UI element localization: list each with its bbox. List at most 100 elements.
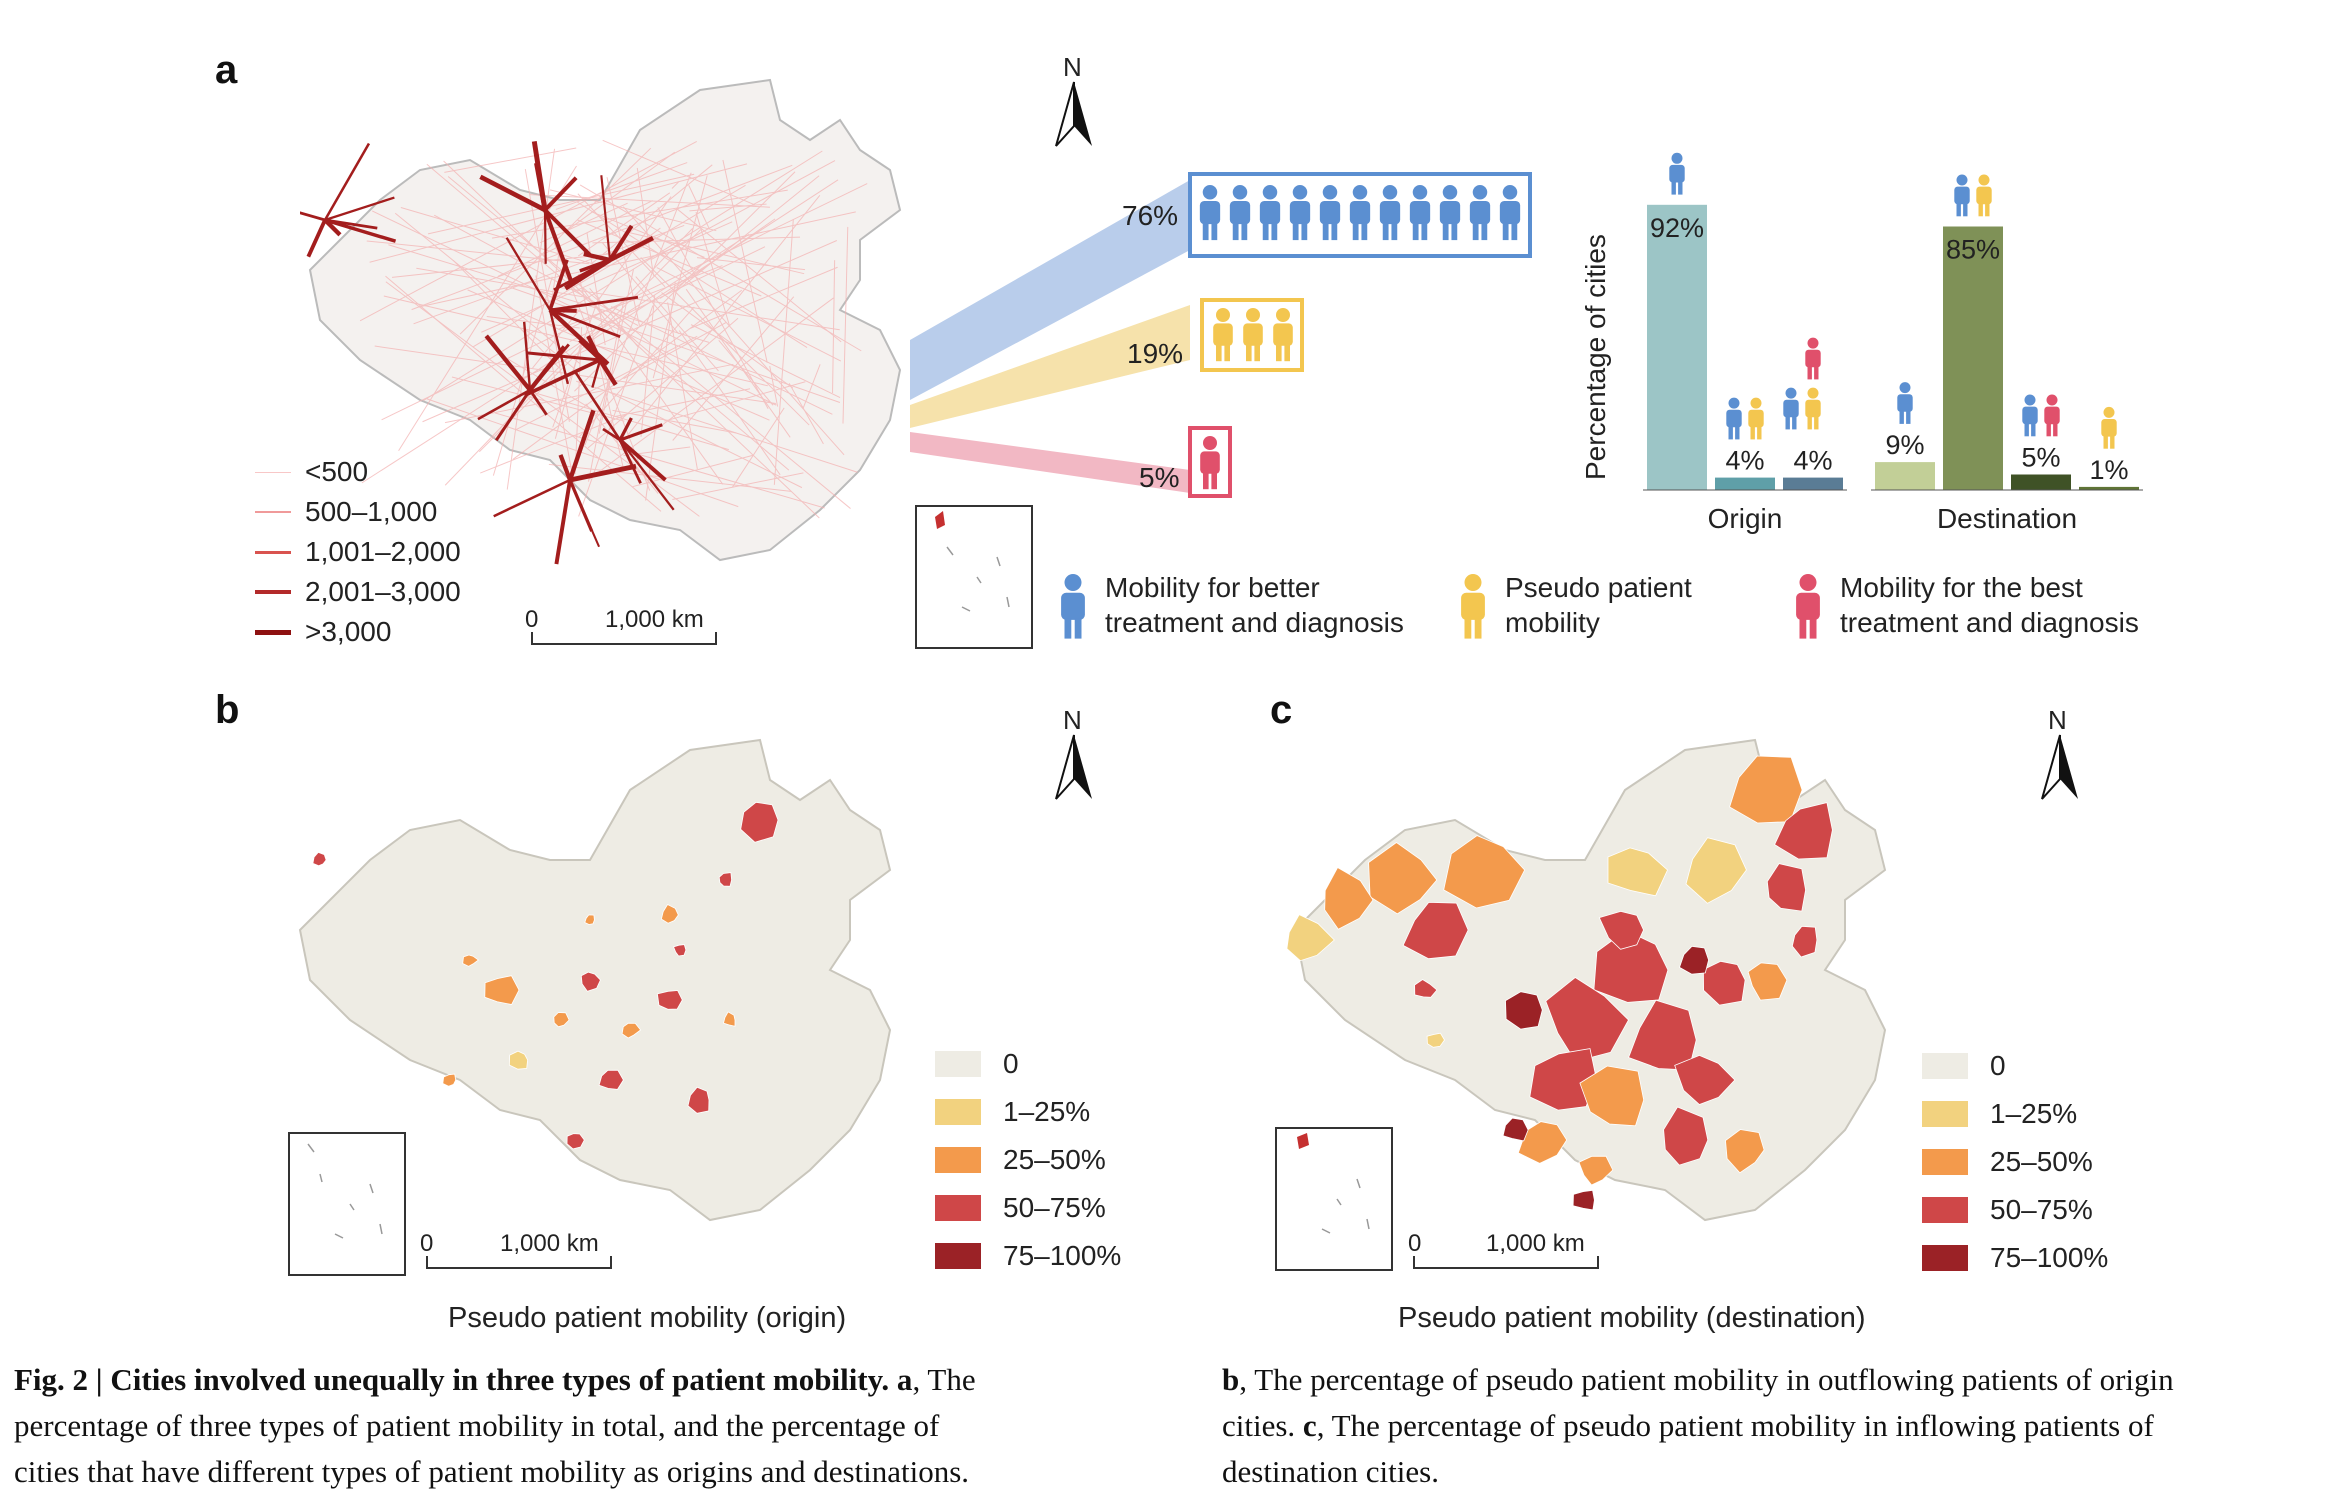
flow-legend-item: >3,000: [255, 612, 461, 652]
scale-zero-c: 0: [1408, 1230, 1422, 1257]
weak-flow-line: [473, 184, 746, 348]
south-china-sea-inset-c: [1275, 1127, 1393, 1271]
flow-legend-item: 500–1,000: [255, 492, 461, 532]
choropleth-legend-swatch: [1922, 1101, 1968, 1127]
bar: [2011, 474, 2071, 490]
north-label-c: N: [2048, 705, 2067, 735]
flow-legend-label: 2,001–3,000: [305, 576, 461, 607]
mini-person-icon: [1783, 387, 1799, 430]
flow-map: [300, 78, 902, 565]
weak-flow-line: [656, 267, 842, 362]
caption-rest1: , The: [912, 1362, 976, 1397]
caption-title: Cities involved unequally in three types…: [110, 1362, 913, 1397]
panel-b-label: b: [215, 688, 240, 732]
city-region: [598, 1069, 624, 1090]
city-region: [1324, 866, 1374, 930]
north-label-a: N: [1063, 52, 1082, 82]
flow-legend-swatch: [255, 590, 291, 594]
weak-flow-line: [667, 302, 698, 470]
choropleth-legend-swatch: [935, 1099, 981, 1125]
flow-legend-swatch: [255, 511, 291, 513]
city-region: [1402, 901, 1469, 960]
flow-legend-label: 500–1,000: [305, 496, 438, 527]
city-region: [1674, 1054, 1736, 1105]
north-arrow-icon: [2041, 734, 2078, 800]
red-person-icon: [1200, 436, 1220, 490]
bar-group-label: Destination: [1937, 503, 2077, 534]
weak-flow-line: [359, 140, 697, 322]
strong-flow-line: [479, 174, 547, 213]
weak-flow-line: [529, 194, 770, 208]
blue-person-icon: [1199, 185, 1221, 241]
strong-flow-line: [543, 176, 578, 212]
weak-flow-line: [427, 173, 695, 235]
red-person-icon: [1796, 574, 1820, 639]
choropleth-legend-item: 75–100%: [935, 1232, 1121, 1280]
city-region: [1679, 945, 1710, 975]
strong-flow-line: [578, 339, 602, 362]
scale-zero-b: 0: [420, 1230, 434, 1257]
bar-group-label: Origin: [1708, 503, 1783, 534]
blue-person-icon: [1409, 185, 1431, 241]
better-people-box: [1188, 172, 1532, 258]
choropleth-legend-item: 25–50%: [935, 1136, 1121, 1184]
strong-flow-line: [569, 463, 637, 483]
weak-flow-line: [614, 388, 751, 418]
weak-flow-line: [773, 219, 794, 485]
weak-flow-line: [675, 207, 842, 343]
weak-flow-line: [426, 163, 790, 471]
weak-flow-line: [640, 295, 656, 437]
weak-flow-line: [433, 214, 639, 327]
weak-flow-line: [426, 398, 739, 508]
blue-person-icon: [1499, 185, 1521, 241]
caption-right-line2a: cities.: [1222, 1408, 1303, 1443]
strong-flow-line: [306, 219, 327, 258]
north-arrow-icon: [1055, 81, 1092, 147]
weak-flow-line: [400, 206, 598, 266]
flow-legend-item: 2,001–3,000: [255, 572, 461, 612]
weak-flow-line: [622, 206, 845, 456]
caption-fig: Fig. 2 |: [14, 1362, 111, 1397]
choropleth-legend-swatch: [1922, 1053, 1968, 1079]
flow-legend-label: <500: [305, 456, 369, 487]
weak-flow-line: [587, 317, 739, 449]
weak-flow-line: [671, 181, 680, 189]
weak-flow-line: [452, 259, 560, 369]
weak-flow-line: [576, 380, 858, 473]
weak-flow-line: [585, 403, 659, 494]
strong-flow-line: [591, 359, 602, 388]
city-region: [740, 801, 779, 843]
strong-flow-line: [564, 257, 612, 291]
city-region: [723, 1011, 736, 1027]
city-region: [1607, 847, 1668, 897]
city-region: [1529, 1048, 1598, 1111]
weak-flow-line: [832, 260, 836, 394]
choropleth-legend-item: 50–75%: [1922, 1186, 2108, 1234]
city-region: [1685, 837, 1747, 904]
choropleth-legend-item: 25–50%: [1922, 1138, 2108, 1186]
scale-label-b: 1,000 km: [500, 1230, 599, 1257]
type-legend-line1: Mobility for the best: [1840, 572, 2083, 603]
weak-flow-line: [802, 364, 821, 410]
choropleth-legend-c: 0 1–25% 25–50% 50–75% 75–100%: [1922, 1042, 2108, 1282]
weak-flow-line: [696, 257, 806, 271]
strong-flow-line: [528, 389, 548, 416]
strong-flow-line: [493, 478, 571, 518]
mini-person-icon: [1805, 387, 1821, 430]
choropleth-legend-b: 0 1–25% 25–50% 50–75% 75–100%: [935, 1040, 1121, 1280]
caption-left: Fig. 2 | Cities involved unequally in th…: [14, 1357, 1184, 1495]
weak-flow-line: [574, 171, 796, 392]
map-title-b: Pseudo patient mobility (origin): [448, 1302, 847, 1334]
weak-flow-line: [594, 196, 672, 306]
choropleth-legend-label: 25–50%: [1003, 1144, 1106, 1175]
city-region: [1598, 910, 1644, 950]
share-best-pct: 5%: [1139, 462, 1180, 493]
caption-right-line1: , The percentage of pseudo patient mobil…: [1239, 1362, 2174, 1397]
weak-flow-line: [579, 284, 724, 485]
bar-value-label: 4%: [1725, 446, 1764, 476]
strong-flow-line: [522, 321, 532, 391]
weak-flow-line: [495, 412, 825, 509]
weak-flow-line: [394, 212, 581, 365]
weak-flow-line: [769, 365, 779, 407]
caption-b: b: [1222, 1362, 1240, 1397]
